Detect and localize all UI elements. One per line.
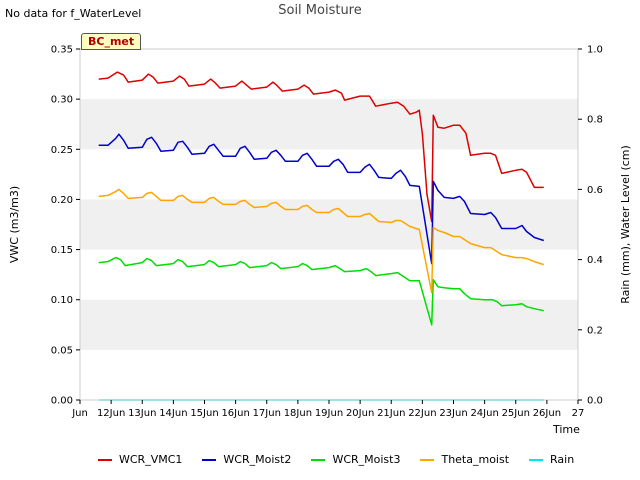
x-tick-label: 16Jun <box>221 408 249 419</box>
y-right-tick-label: 0.0 <box>587 396 603 407</box>
legend-swatch <box>98 458 112 461</box>
y-left-tick-label: 0.35 <box>51 45 73 56</box>
legend-label: WCR_Moist3 <box>332 453 401 466</box>
no-data-note: No data for f_WaterLevel <box>5 7 142 20</box>
y-left-tick-label: 0.20 <box>51 195 73 206</box>
series-line-theta-moist <box>98 188 545 294</box>
legend-swatch <box>529 458 544 461</box>
legend-swatch <box>420 458 435 461</box>
series-line-wcr-vmc1 <box>98 71 544 223</box>
y-axis-right: 0.0 0.2 0.4 0.6 0.8 1.0 <box>578 45 603 407</box>
x-tick-label: 18Jun <box>284 408 312 419</box>
legend-item: WCR_Moist3 <box>311 453 400 466</box>
series-line-wcr-moist3 <box>98 256 544 326</box>
legend-swatch <box>202 458 217 461</box>
legend-label: WCR_VMC1 <box>119 453 183 466</box>
x-tick-label: 13Jun <box>128 408 156 419</box>
y-axis-label-right: Rain (mm), Water Level (cm) <box>619 145 632 304</box>
legend-item: WCR_Moist2 <box>202 453 291 466</box>
x-tick-label: 25Jun <box>502 408 530 419</box>
x-tick-label: 26Jun <box>533 408 561 419</box>
x-tick-label: 27 <box>572 408 585 419</box>
grid-band <box>80 99 578 150</box>
x-tick-label: 15Jun <box>190 408 218 419</box>
x-tick-label: 22Jun <box>408 408 436 419</box>
x-tick-label: 12Jun <box>97 408 125 419</box>
x-tick-label: 23Jun <box>439 408 467 419</box>
legend-label: Theta_moist <box>441 453 510 466</box>
y-left-tick-label: 0.15 <box>51 245 73 256</box>
chart-legend: WCR_VMC1 WCR_Moist2 WCR_Moist3 Theta_moist R… <box>98 453 594 466</box>
y-left-tick-label: 0.00 <box>51 396 73 407</box>
x-tick-label: 21Jun <box>377 408 405 419</box>
y-right-tick-label: 0.8 <box>587 115 603 126</box>
series-line-wcr-moist2 <box>98 133 545 265</box>
y-axis-label-left: VWC (m3/m3) <box>8 186 21 263</box>
x-tick-label: Jun <box>71 408 88 419</box>
y-right-tick-label: 0.4 <box>587 255 603 266</box>
y-left-tick-label: 0.30 <box>51 95 73 106</box>
y-left-tick-label: 0.25 <box>51 145 73 156</box>
chart-title: Soil Moisture <box>278 3 362 18</box>
x-tick-label: 14Jun <box>159 408 187 419</box>
y-right-tick-label: 0.6 <box>587 185 603 196</box>
legend-item: Rain <box>529 453 574 466</box>
site-badge: BC_met <box>81 33 142 50</box>
y-left-tick-label: 0.10 <box>51 295 73 306</box>
legend-label: WCR_Moist2 <box>223 453 292 466</box>
legend-label: Rain <box>550 453 575 466</box>
y-right-tick-label: 0.2 <box>587 325 603 336</box>
x-axis-label: Time <box>552 423 580 436</box>
legend-swatch <box>311 458 326 461</box>
y-axis-left: 0.00 0.05 0.10 0.15 0.20 0.25 0.30 0.35 <box>51 45 80 407</box>
x-tick-label: 24Jun <box>470 408 498 419</box>
y-right-tick-label: 1.0 <box>587 45 603 56</box>
grid-band <box>80 199 578 250</box>
x-tick-label: 17Jun <box>253 408 281 419</box>
legend-item: WCR_VMC1 <box>98 453 182 466</box>
grid-bands <box>80 49 578 400</box>
y-left-tick-label: 0.05 <box>51 345 73 356</box>
grid-band <box>80 299 578 350</box>
x-tick-label: 20Jun <box>346 408 374 419</box>
x-axis: Jun 12Jun 13Jun 14Jun 15Jun 16Jun 17Jun 18Jun 19… <box>71 400 584 419</box>
legend-item: Theta_moist <box>420 453 509 466</box>
x-tick-label: 19Jun <box>315 408 343 419</box>
